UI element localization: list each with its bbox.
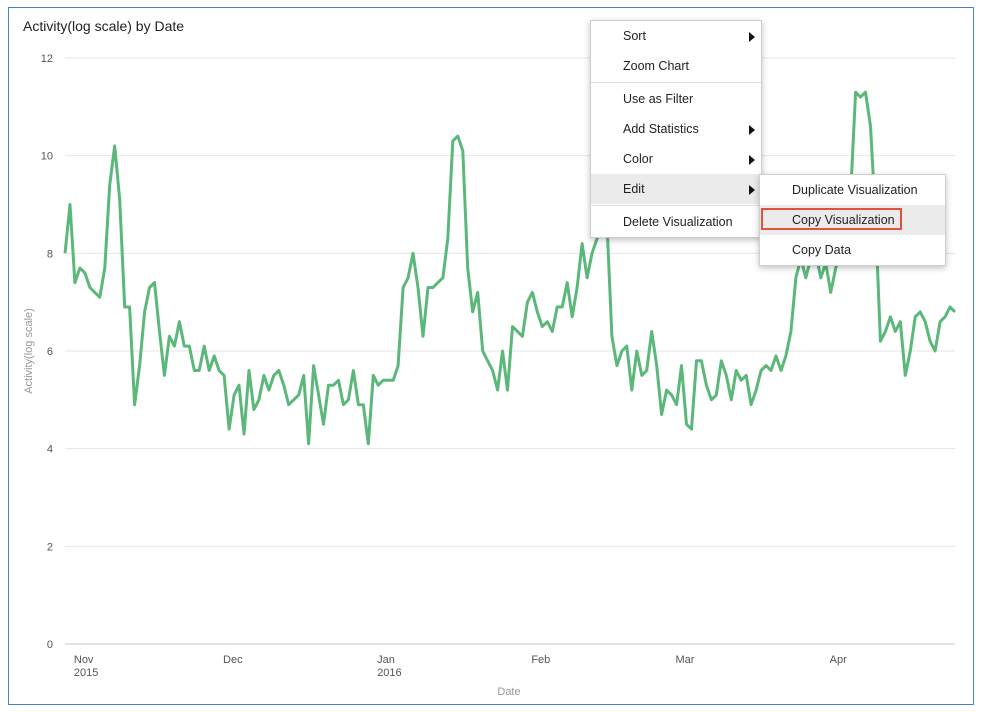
y-tick-label: 8 [47,248,53,260]
x-tick-sublabel: 2015 [74,667,98,679]
menu-item-label: Delete Visualization [623,215,733,229]
x-tick-label: Mar [676,654,695,666]
menu-divider [591,82,761,83]
edit-submenu: Duplicate Visualization Copy Visualizati… [759,174,946,266]
menu-item-label: Use as Filter [623,92,693,106]
menu-item-add-statistics[interactable]: Add Statistics [591,114,761,144]
x-tick-label: Apr [830,654,847,666]
series-group [65,92,955,444]
x-tick-sublabel: 2016 [377,667,401,679]
context-menu: Sort Zoom Chart Use as Filter Add Statis… [590,20,762,238]
x-tick-label: Nov [74,654,94,666]
submenu-arrow-icon [749,155,755,165]
submenu-arrow-icon [749,125,755,135]
menu-item-copy-data[interactable]: Copy Data [760,235,945,265]
menu-item-copy-visualization[interactable]: Copy Visualization [760,205,945,235]
x-axis-label: Date [497,686,520,698]
menu-item-duplicate-visualization[interactable]: Duplicate Visualization [760,175,945,205]
menu-item-label: Duplicate Visualization [792,183,918,197]
y-tick-label: 0 [47,639,53,651]
menu-item-label: Color [623,152,653,166]
menu-item-label: Add Statistics [623,122,699,136]
y-tick-label: 10 [41,151,53,163]
y-tick-label: 6 [47,346,53,358]
menu-item-delete-visualization[interactable]: Delete Visualization [591,207,761,237]
y-tick-label: 4 [47,444,53,456]
menu-item-label: Zoom Chart [623,59,689,73]
menu-divider [591,205,761,206]
series-line[interactable] [65,92,955,444]
x-tick-label: Feb [531,654,550,666]
menu-item-sort[interactable]: Sort [591,21,761,51]
menu-item-edit[interactable]: Edit [591,174,761,204]
menu-item-label: Copy Visualization [792,213,895,227]
menu-item-use-as-filter[interactable]: Use as Filter [591,84,761,114]
y-axis-ticks: 0 2 4 6 8 10 12 [41,53,53,651]
x-tick-label: Dec [223,654,243,666]
submenu-arrow-icon [749,185,755,195]
menu-item-color[interactable]: Color [591,144,761,174]
submenu-arrow-icon [749,32,755,42]
y-axis-label: Activity(log scale) [23,308,35,394]
menu-item-label: Copy Data [792,243,851,257]
menu-item-label: Sort [623,29,646,43]
y-tick-label: 12 [41,53,53,65]
menu-item-zoom-chart[interactable]: Zoom Chart [591,51,761,81]
x-tick-label: Jan [377,654,395,666]
menu-item-label: Edit [623,182,645,196]
y-tick-label: 2 [47,541,53,553]
